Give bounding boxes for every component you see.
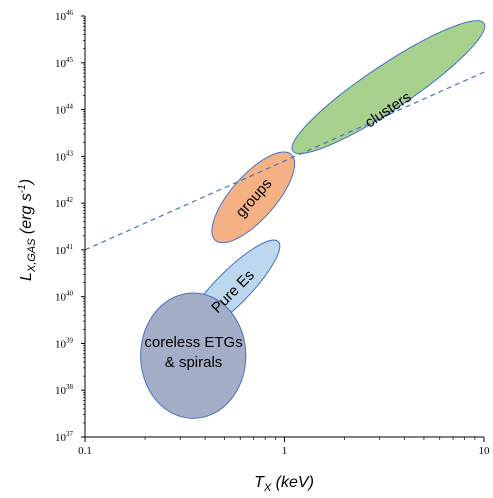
y-tick-label: 1038 (55, 383, 74, 397)
y-tick-label: 1045 (55, 56, 74, 70)
y-tick-label: 1046 (55, 9, 74, 23)
axes-layer: 1037 1038 1039 1040 1041 1042 1043 1044 1045 1046… (55, 9, 490, 457)
y-tick-label: 1043 (55, 149, 74, 163)
x-axis-title: TX (keV) (254, 474, 314, 494)
y-tick-label: 1041 (55, 243, 74, 257)
x-tick-label: 0.1 (78, 445, 92, 457)
region-label-coreless-etgs-spirals: coreless ETGs & spirals (144, 334, 242, 371)
y-tick-label: 1042 (55, 196, 74, 210)
y-tick-label: 1037 (55, 430, 74, 444)
x-tick-label: 1 (282, 445, 288, 457)
region-coreless-etgs-spirals (140, 292, 247, 419)
y-tick-label: 1040 (55, 290, 74, 304)
y-tick-label: 1044 (55, 103, 74, 117)
y-axis-title: LX,GAS (erg s-1) (17, 179, 38, 281)
region-clusters (291, 20, 486, 155)
scaling-line-layer (84, 71, 485, 251)
x-tick-label: 10 (479, 445, 491, 457)
regions-layer (140, 20, 486, 419)
scaling-relation-line (84, 71, 485, 251)
y-tick-label: 1039 (55, 336, 74, 350)
